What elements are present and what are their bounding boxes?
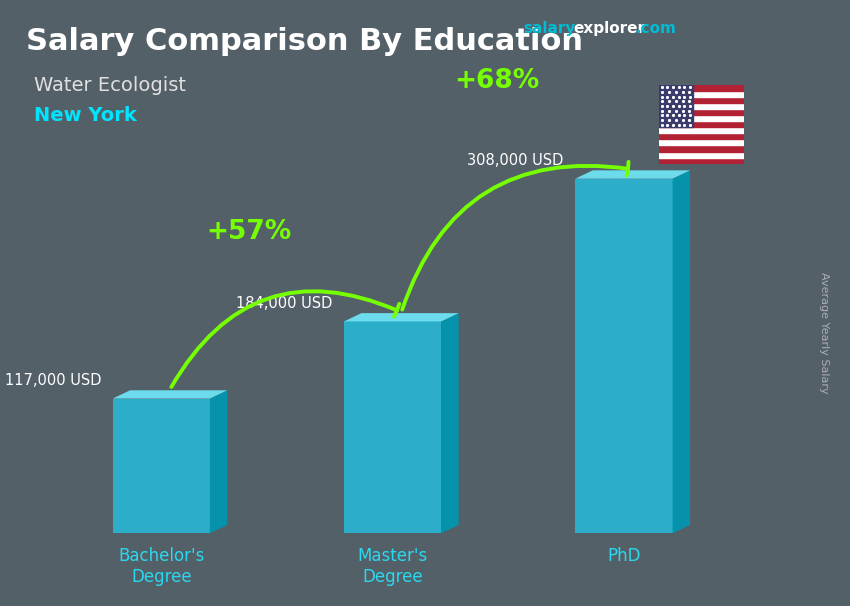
Polygon shape (113, 399, 210, 533)
Text: 308,000 USD: 308,000 USD (468, 153, 564, 168)
Text: Average Yearly Salary: Average Yearly Salary (819, 273, 829, 394)
Text: .com: .com (636, 21, 677, 36)
Bar (659, 85, 744, 91)
Text: explorer: explorer (574, 21, 646, 36)
Polygon shape (441, 313, 459, 533)
Text: +68%: +68% (454, 68, 539, 94)
Bar (659, 121, 744, 127)
Bar (659, 139, 744, 145)
Bar (659, 152, 744, 158)
Text: 117,000 USD: 117,000 USD (4, 373, 101, 388)
Polygon shape (575, 170, 690, 179)
Polygon shape (575, 179, 672, 533)
Text: Water Ecologist: Water Ecologist (34, 76, 186, 95)
Bar (659, 109, 744, 115)
Bar (659, 115, 744, 121)
Bar (659, 127, 744, 133)
Bar (659, 85, 693, 127)
Bar (659, 145, 744, 152)
Text: +57%: +57% (207, 219, 292, 245)
Polygon shape (113, 390, 227, 399)
Bar (659, 97, 744, 103)
Bar (659, 103, 744, 109)
Polygon shape (344, 313, 459, 321)
Bar (659, 91, 744, 97)
Bar (659, 158, 744, 164)
Text: New York: New York (34, 106, 137, 125)
Bar (659, 133, 744, 139)
Polygon shape (344, 321, 441, 533)
Text: salary: salary (523, 21, 575, 36)
Polygon shape (672, 170, 690, 533)
Text: 184,000 USD: 184,000 USD (236, 296, 332, 311)
Polygon shape (210, 390, 227, 533)
Text: Salary Comparison By Education: Salary Comparison By Education (26, 27, 582, 56)
